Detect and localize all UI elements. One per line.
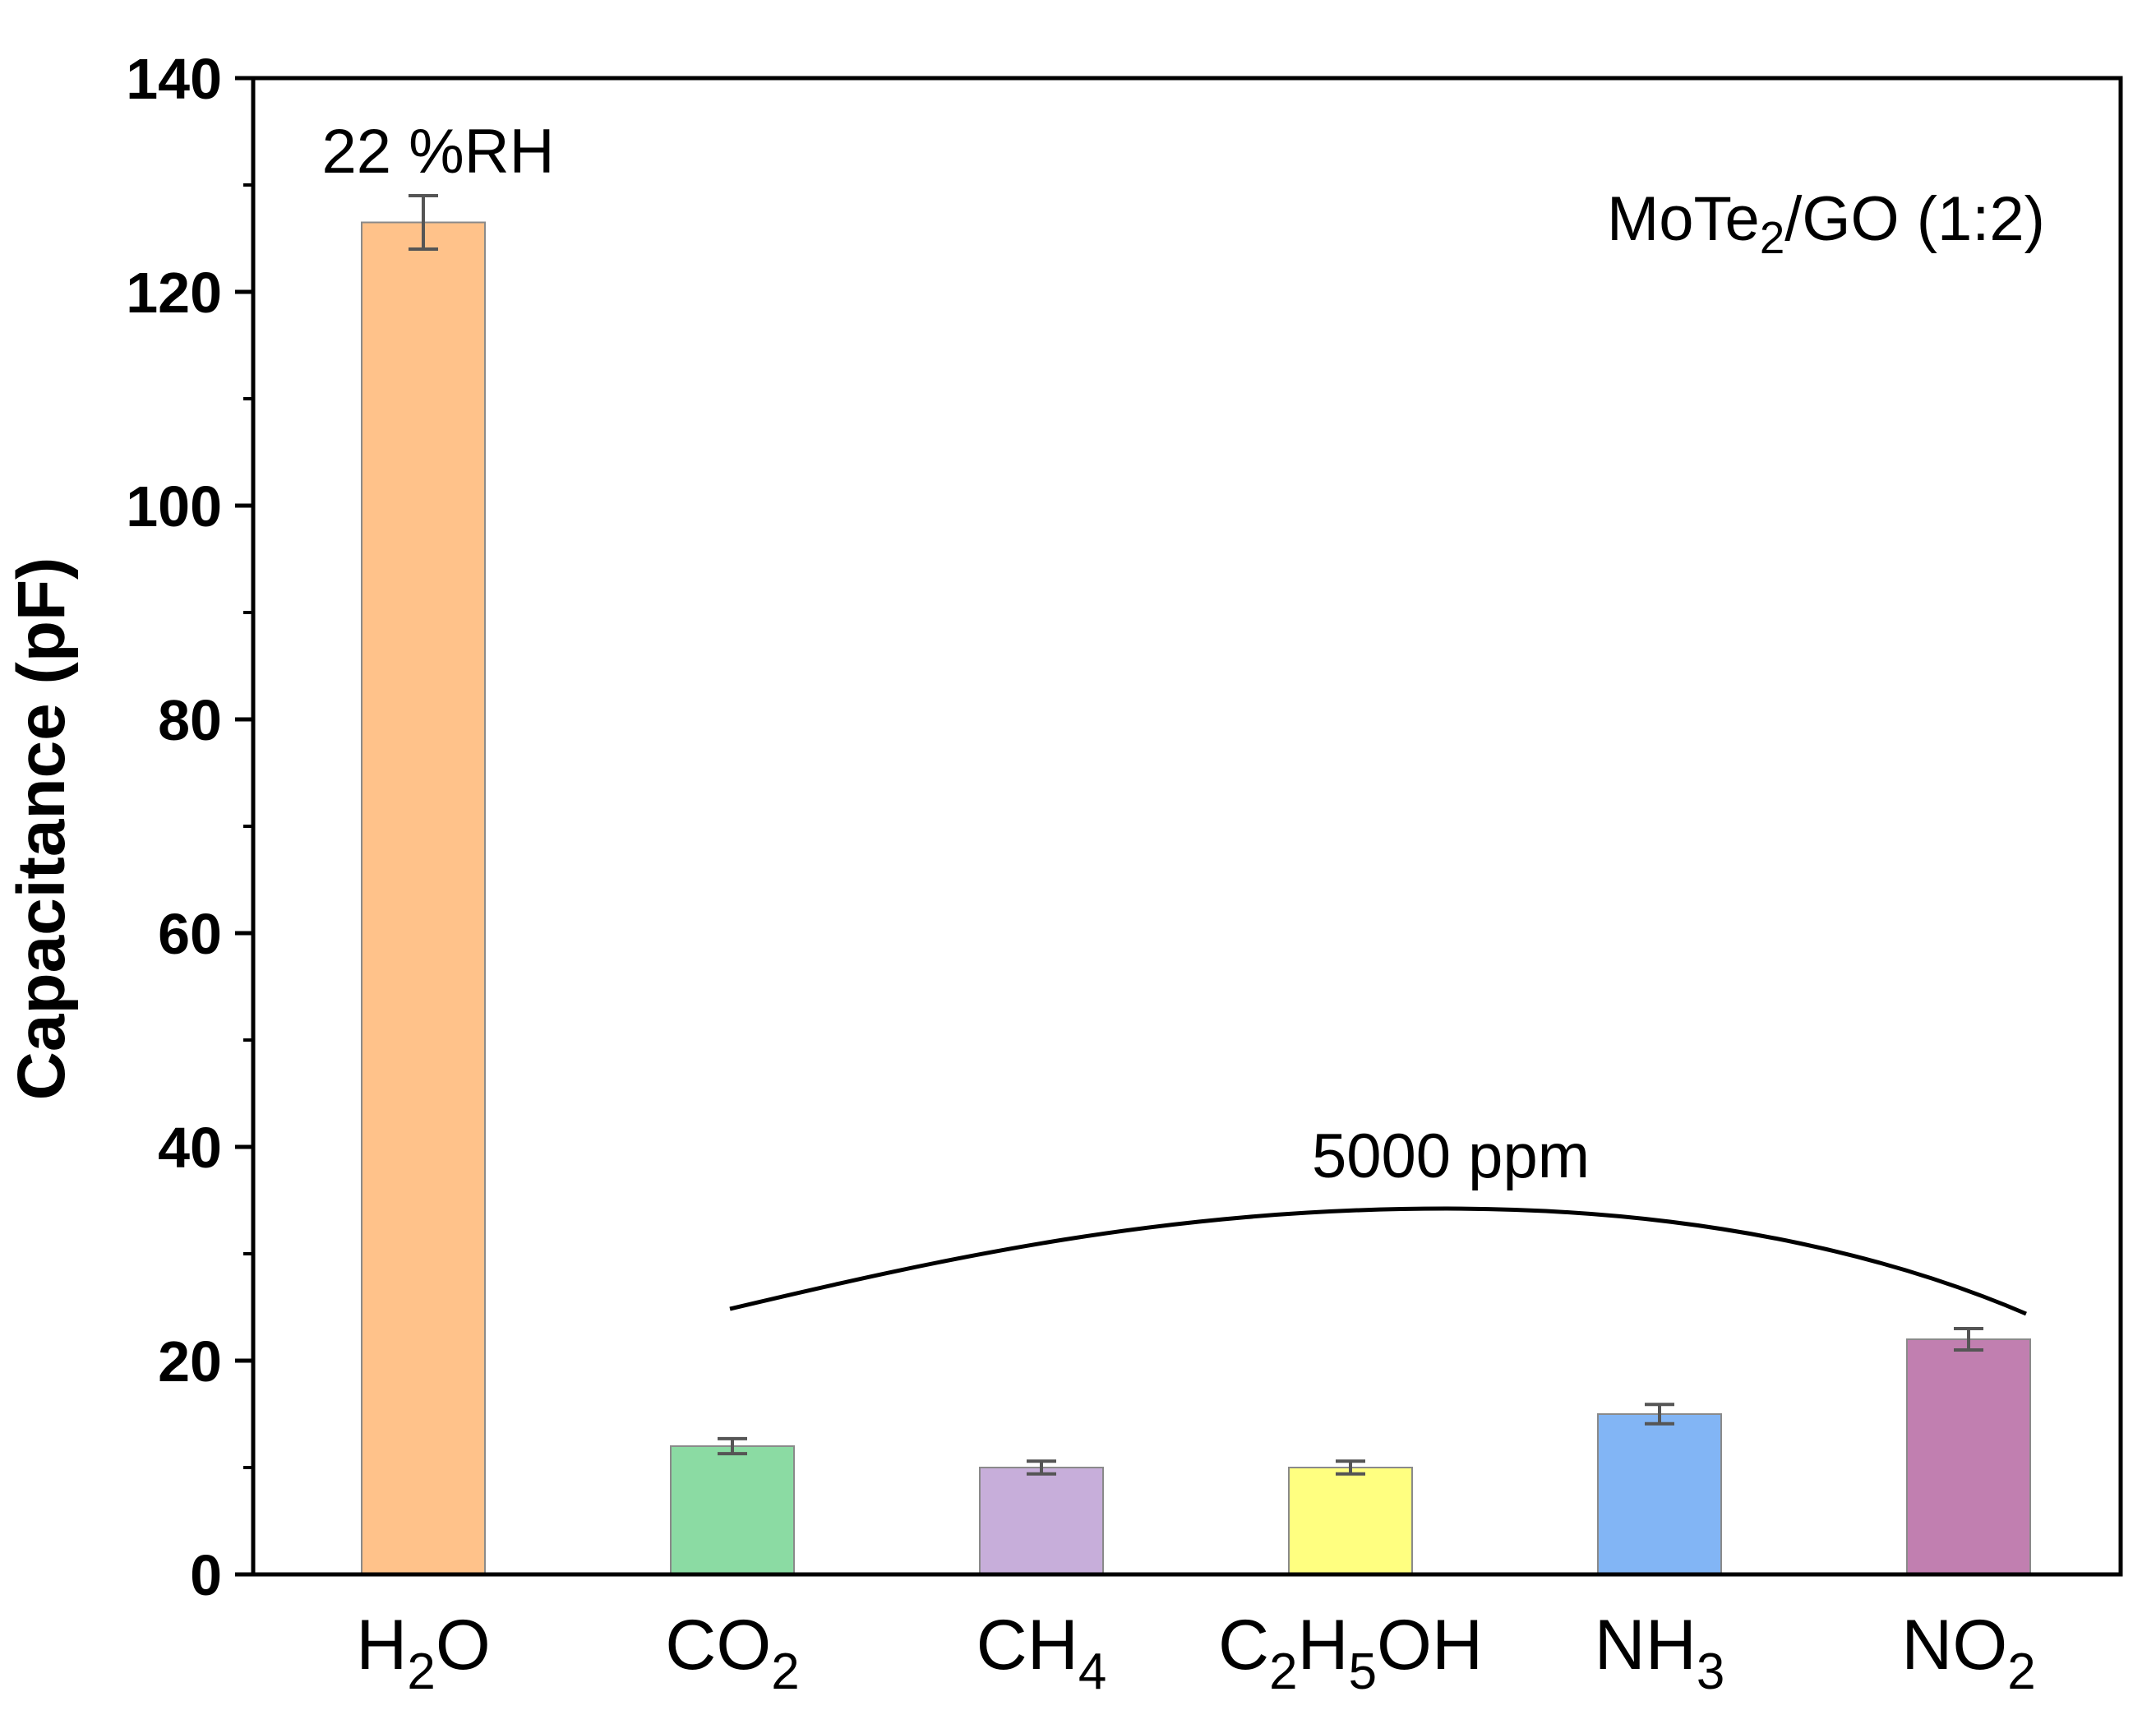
x-category-label: H2O [356,1606,490,1700]
y-tick-label: 0 [190,1543,222,1607]
sample-main: MoTe [1607,184,1760,254]
bars-layer [361,221,2031,1575]
x-category-label: CH4 [976,1606,1107,1700]
x-category-label: NO2 [1901,1606,2035,1700]
humidity-annotation: 22 %RH [322,117,555,187]
y-tick-label: 120 [126,261,222,325]
error-bar [1954,1327,1983,1352]
error-bar [718,1436,747,1456]
error-bar [1027,1459,1056,1476]
sample-subscript: 2 [1760,212,1784,263]
error-bars-layer [409,194,1983,1476]
bar [1597,1413,1722,1575]
y-ticks-layer: 0 20 40 60 80 100 120 140 [126,47,253,1607]
error-bar [1336,1459,1365,1476]
concentration-annotation: 5000 ppm [1312,1121,1590,1191]
sample-rest: /GO (1:2) [1784,184,2045,254]
y-tick-label: 140 [126,47,222,111]
x-labels-layer: H2O CO2 CH4 C2H5OH NH3 NO2 [356,1606,2035,1700]
y-axis-label: Capacitance (pF) [4,557,79,1101]
bar [1288,1467,1413,1575]
y-tick-label: 40 [158,1116,222,1180]
bar [361,221,486,1575]
bar [979,1467,1104,1575]
y-tick-label: 80 [158,688,222,752]
error-bar [409,194,438,251]
y-tick-label: 100 [126,474,222,539]
y-tick-label: 20 [158,1329,222,1394]
bar [670,1445,795,1575]
error-bar [1645,1403,1674,1426]
x-category-label: NH3 [1595,1606,1725,1700]
x-category-label: CO2 [665,1606,799,1700]
concentration-curve [729,1206,2027,1316]
sample-annotation: MoTe2/GO (1:2) [1607,184,2045,263]
bar [1906,1338,2031,1575]
y-tick-label: 60 [158,902,222,966]
plot-frame [251,76,2123,1577]
x-category-label: C2H5OH [1218,1606,1483,1700]
